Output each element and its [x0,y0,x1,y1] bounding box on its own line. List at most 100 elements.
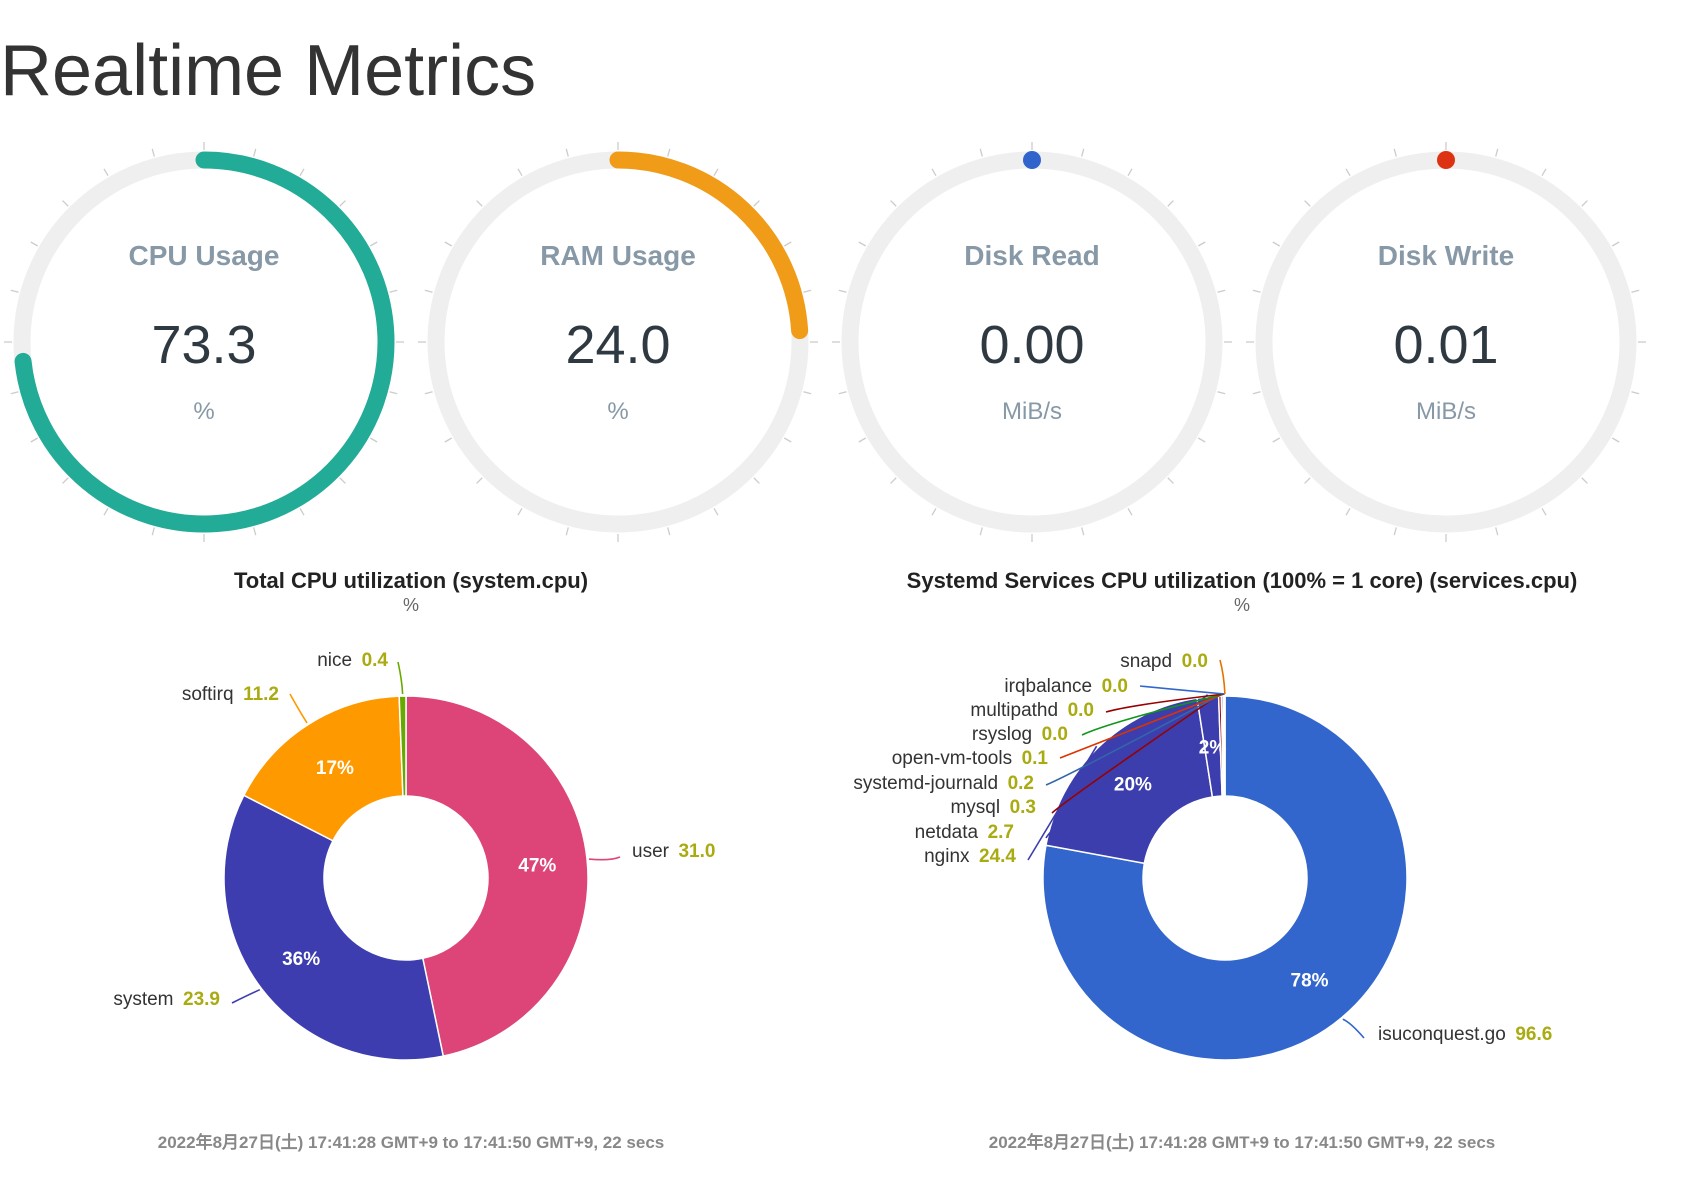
donut-slice [223,794,445,1061]
slice-legend-label: irqbalance 0.0 [1004,676,1128,697]
gauge-title: Disk Write [1377,240,1515,271]
gauge-dial [418,142,818,542]
gauge-tick [713,507,719,516]
gauge-tick [151,148,155,157]
slice-name: irqbalance [1004,676,1101,697]
gauge-tick [517,168,523,177]
leader-line [1051,693,1221,814]
gauge-unit: % [193,398,215,425]
slice-percent-label: 2% [1199,738,1227,759]
slice-name: netdata [915,822,988,843]
gauge-value: 0.00 [979,315,1085,375]
gauge-tick [1541,507,1547,516]
gauge-tick [62,200,69,207]
gauge-tick [369,437,378,443]
chart-footer-services-cpu: 2022年8月27日(土) 17:41:28 GMT+9 to 17:41:50… [988,1133,1496,1152]
slice-legend-label: isuconquest.go 96.6 [1378,1024,1552,1045]
slice-value: 11.2 [243,684,279,705]
gauge-tick [565,148,569,157]
gauge-tick [1631,391,1640,395]
gauge-value: 0.01 [1393,315,1499,375]
gauge-tick [713,168,719,177]
gauge-tick [389,391,398,395]
gauge-tick [783,241,792,247]
gauge-tick [424,391,433,395]
slice-legend-label: multipathd 0.0 [970,700,1094,721]
gauge-tick [1272,437,1281,443]
gauge-tick [1631,289,1640,293]
leader-line [1219,659,1226,695]
slice-value: 0.0 [1182,651,1208,672]
gauge-tick [389,289,398,293]
gauge-tick [444,437,453,443]
gauge-value-dot [1437,151,1455,169]
donut-slice [405,695,589,1058]
gauge-unit: % [607,398,629,425]
gauge-tick [1304,200,1311,207]
leader-line [1342,1018,1365,1039]
gauge-tick [339,200,346,207]
leader-line [231,988,261,1004]
leader-line [1045,693,1223,786]
gauge-tick [103,507,109,516]
slice-legend-label: mysql 0.3 [950,797,1036,818]
gauge-tick [1217,289,1226,293]
slice-value: 0.0 [1042,724,1068,745]
gauge-tick [565,527,569,536]
donut-slice [242,695,404,842]
gauge-tick [890,477,897,484]
gauge-value-dot [1023,151,1041,169]
gauge-tick [1495,148,1499,157]
gauge-tick [890,200,897,207]
gauge-tick [339,477,346,484]
gauge-tick [667,148,671,157]
gauge-tick [444,241,453,247]
gauge-tick [10,289,19,293]
gauge-tick [30,241,39,247]
gauge-tick [151,527,155,536]
gauge-tick [783,437,792,443]
gauge-tick [931,168,937,177]
gauge-tick [1127,507,1133,516]
gauge-tick [1393,148,1397,157]
gauge-tick [1581,200,1588,207]
leader-line [1105,693,1225,713]
gauge-tick [1217,391,1226,395]
slice-name: nginx [924,846,979,867]
slice-legend-label: systemd-journald 0.2 [853,773,1034,794]
chart-unit-system-cpu: % [402,595,419,615]
donut-slice [1042,695,1408,1061]
gauge-tick [1611,437,1620,443]
gauge-title: CPU Usage [128,240,280,271]
gauge-tick [1197,241,1206,247]
gauge-cpu-usage: CPU Usage 73.3 % [4,130,404,550]
slice-value: 24.4 [979,846,1016,867]
slice-value: 0.1 [1022,748,1049,769]
leader-line [1081,693,1225,736]
gauge-tick [1081,148,1085,157]
slice-name: nice [317,650,361,671]
gauge-tick [858,241,867,247]
gauge-tick [299,507,305,516]
leader-line [1139,685,1225,695]
slice-percent-label: 17% [316,758,354,779]
gauge-value-arc [14,151,395,533]
gauge-tick [979,527,983,536]
slice-legend-label: softirq 11.2 [182,684,279,705]
gauge-tick [1611,241,1620,247]
gauge-tick [1167,200,1174,207]
gauge-ram-usage: RAM Usage 24.0 % [418,130,818,550]
gauge-tick [803,289,812,293]
gauge-tick [62,477,69,484]
gauge-dial [1246,142,1646,542]
gauge-tick [253,148,257,157]
gauge-tick [1272,241,1281,247]
gauge-disk-read: Disk Read 0.00 MiB/s [832,130,1232,550]
slice-name: rsyslog [972,724,1042,745]
gauge-tick [253,527,257,536]
donut-chart: 47% 36% 17% user 31.0 system 23.9 softirq 11.… [113,650,715,1061]
gauge-tick [1252,289,1261,293]
leader-line [1059,693,1224,759]
leader-line [1045,694,1209,839]
